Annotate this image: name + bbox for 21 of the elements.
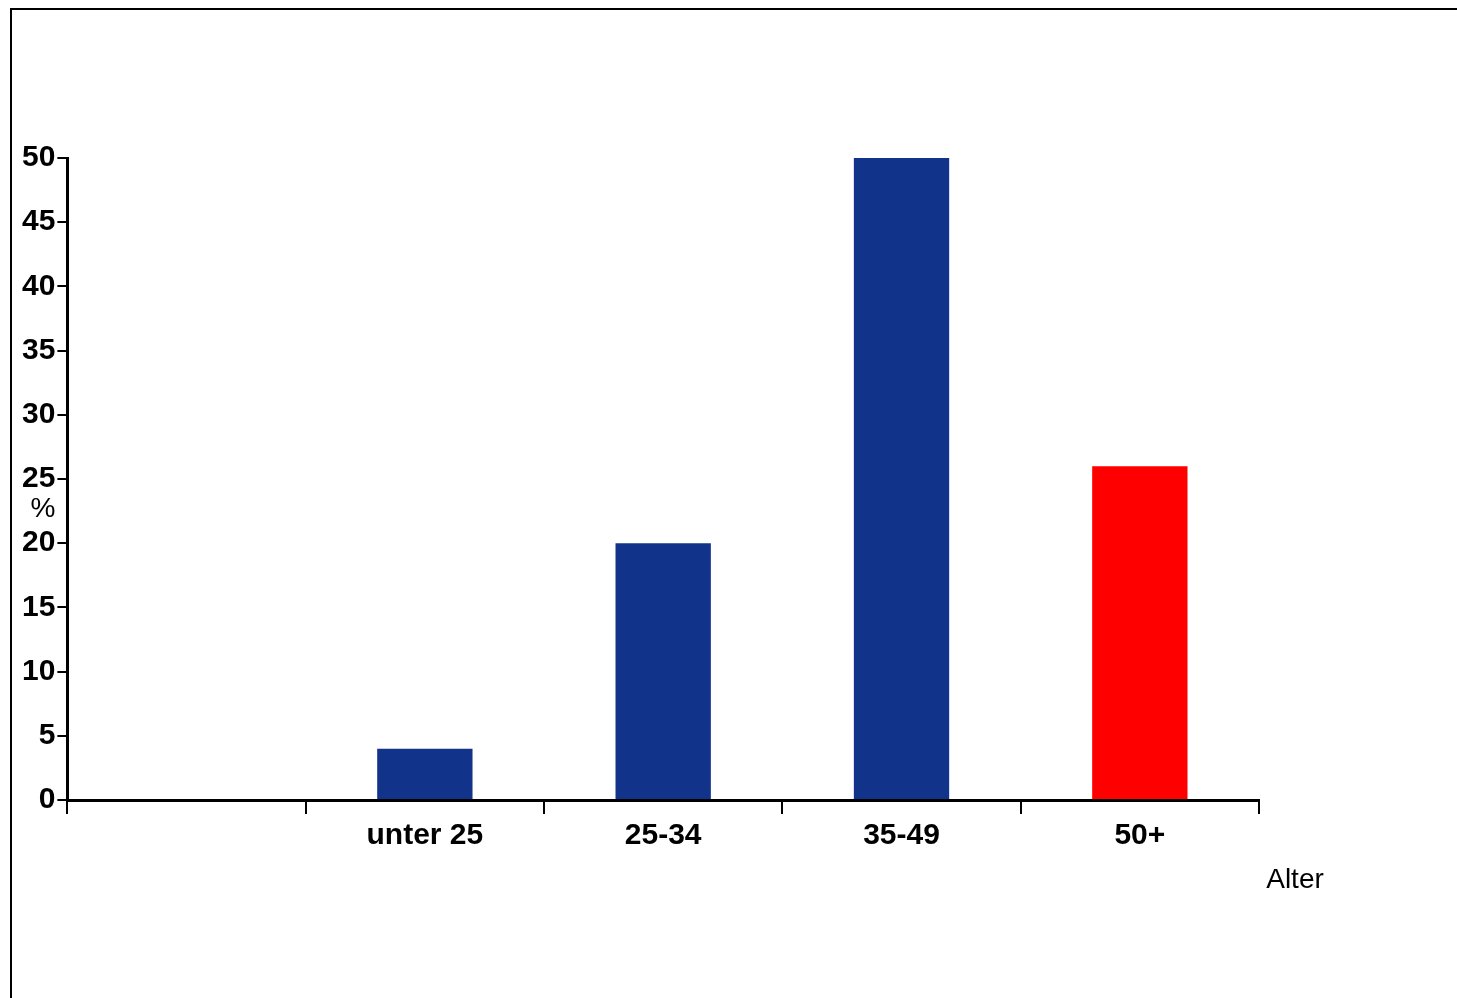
y-tick-label: 45: [21, 203, 56, 237]
y-tick-label: 20: [21, 524, 56, 558]
bar: [1092, 466, 1188, 799]
y-tick-label: 15: [21, 588, 56, 622]
y-tick-label: 50: [21, 139, 56, 173]
y-tick-label: 5: [38, 717, 56, 751]
y-tick-label: 40: [21, 267, 56, 301]
x-tick-label: 25-34: [624, 817, 702, 851]
bar: [853, 158, 950, 799]
x-tick-label: 50+: [1114, 817, 1166, 851]
y-tick-label: 0: [38, 781, 56, 815]
y-tick-label: 35: [21, 331, 56, 365]
x-tick-label: unter 25: [366, 817, 484, 851]
y-tick-label: 25: [21, 460, 56, 494]
bar: [377, 748, 473, 799]
y-tick-label: 30: [21, 396, 56, 430]
x-axis-title: Alter: [1266, 862, 1324, 894]
x-tick-label: 35-49: [863, 817, 940, 851]
y-axis-title: %: [30, 491, 56, 523]
y-tick-label: 10: [21, 652, 56, 686]
bar: [615, 543, 711, 799]
